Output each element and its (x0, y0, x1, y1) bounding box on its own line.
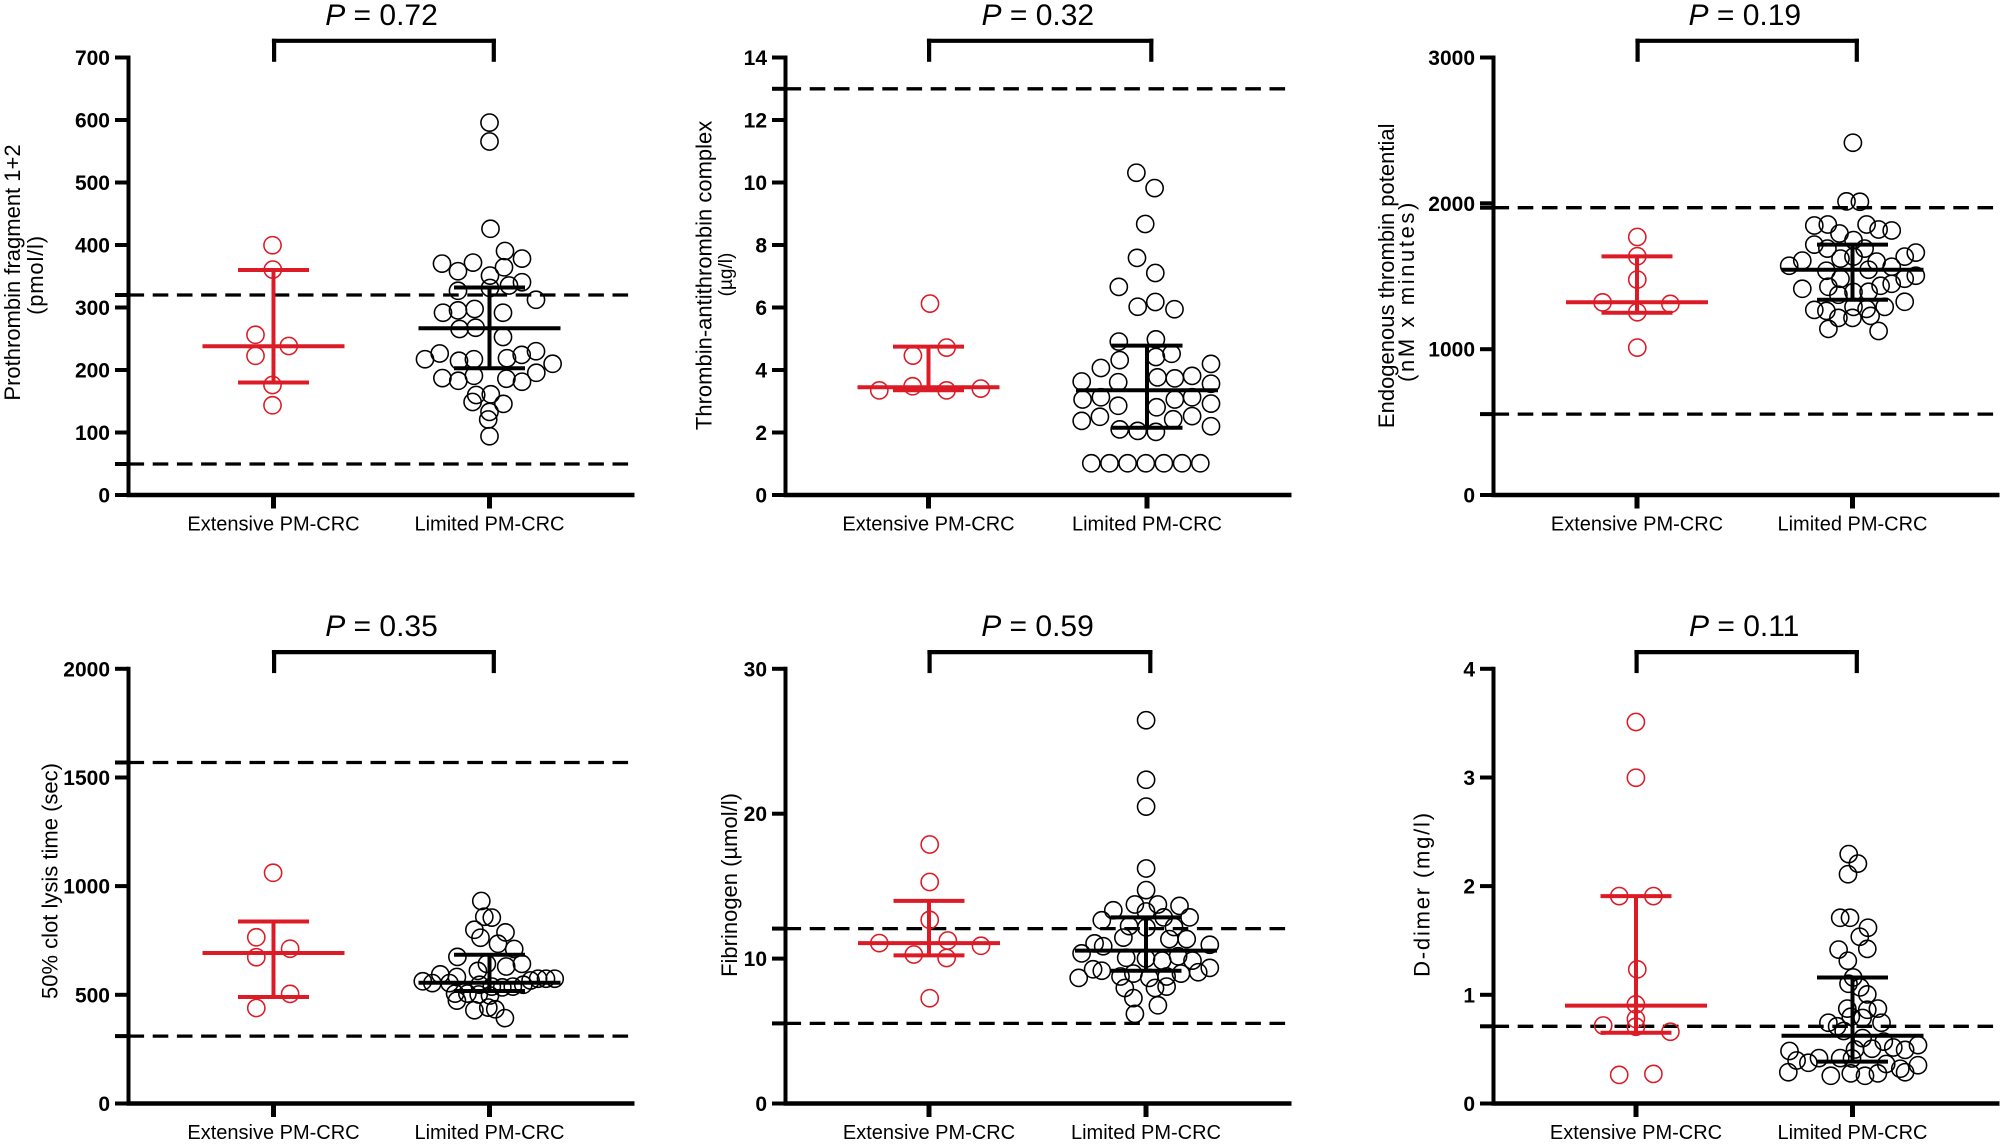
svg-text:1500: 1500 (63, 767, 110, 790)
svg-text:Limited PM-CRC: Limited PM-CRC (1072, 514, 1222, 536)
svg-text:700: 700 (75, 47, 110, 70)
svg-text:P = 0.72: P = 0.72 (325, 0, 438, 32)
svg-text:Extensive PM-CRC: Extensive PM-CRC (1551, 514, 1723, 536)
svg-text:Limited PM-CRC: Limited PM-CRC (1777, 1122, 1927, 1144)
svg-text:200: 200 (75, 360, 110, 383)
svg-text:14: 14 (744, 47, 768, 70)
svg-text:1000: 1000 (63, 876, 110, 899)
svg-text:P = 0.11: P = 0.11 (1689, 610, 1799, 643)
svg-text:0: 0 (755, 1093, 767, 1116)
svg-text:Extensive PM-CRC: Extensive PM-CRC (843, 1122, 1015, 1144)
svg-text:2: 2 (1463, 876, 1475, 899)
svg-text:(nM x minutes): (nM x minutes) (1394, 200, 1419, 382)
svg-text:3: 3 (1463, 767, 1475, 790)
svg-text:12: 12 (744, 110, 767, 133)
svg-text:8: 8 (755, 235, 767, 258)
svg-text:2000: 2000 (63, 658, 110, 681)
svg-text:Fibrinogen (µmol/l): Fibrinogen (µmol/l) (717, 793, 742, 977)
svg-text:0: 0 (98, 485, 110, 508)
svg-text:3000: 3000 (1428, 47, 1475, 70)
svg-text:600: 600 (75, 110, 110, 133)
svg-text:500: 500 (75, 984, 110, 1007)
svg-text:500: 500 (75, 172, 110, 195)
svg-text:0: 0 (1463, 485, 1475, 508)
svg-text:Endogenous thrombin potential: Endogenous thrombin potential (1374, 124, 1399, 429)
svg-text:6: 6 (755, 297, 767, 320)
svg-text:4: 4 (755, 360, 767, 383)
svg-text:Limited PM-CRC: Limited PM-CRC (1071, 1122, 1221, 1144)
svg-text:Prothrombin fragment 1+2: Prothrombin fragment 1+2 (0, 144, 25, 400)
svg-text:4: 4 (1463, 658, 1475, 681)
svg-text:300: 300 (75, 297, 110, 320)
svg-text:10: 10 (744, 172, 767, 195)
svg-text:P = 0.19: P = 0.19 (1689, 0, 1802, 32)
svg-text:(pmol/l): (pmol/l) (23, 235, 48, 315)
svg-text:P = 0.32: P = 0.32 (982, 0, 1095, 32)
svg-text:20: 20 (744, 803, 767, 826)
svg-text:400: 400 (75, 235, 110, 258)
svg-text:2: 2 (755, 422, 767, 445)
svg-text:Extensive PM-CRC: Extensive PM-CRC (187, 1122, 359, 1144)
svg-text:Limited PM-CRC: Limited PM-CRC (414, 1122, 564, 1144)
svg-text:30: 30 (744, 658, 767, 681)
svg-text:0: 0 (755, 485, 767, 508)
svg-text:100: 100 (75, 422, 110, 445)
svg-text:50% clot lysis time (sec): 50% clot lysis time (sec) (38, 763, 63, 999)
svg-text:Extensive PM-CRC: Extensive PM-CRC (1550, 1122, 1722, 1144)
svg-text:Extensive PM-CRC: Extensive PM-CRC (187, 514, 359, 536)
svg-text:Limited PM-CRC: Limited PM-CRC (414, 514, 564, 536)
svg-text:(µg/l): (µg/l) (716, 253, 737, 297)
svg-text:0: 0 (98, 1093, 110, 1116)
svg-text:Extensive PM-CRC: Extensive PM-CRC (842, 514, 1014, 536)
svg-text:1: 1 (1463, 984, 1475, 1007)
svg-text:10: 10 (744, 948, 767, 971)
svg-text:1000: 1000 (1428, 339, 1475, 362)
svg-text:Thrombin-antithrombin complex: Thrombin-antithrombin complex (692, 121, 717, 430)
svg-text:Limited PM-CRC: Limited PM-CRC (1777, 514, 1927, 536)
svg-text:D-dimer (mg/l): D-dimer (mg/l) (1410, 811, 1435, 977)
svg-text:0: 0 (1463, 1093, 1475, 1116)
svg-text:2000: 2000 (1428, 193, 1475, 216)
svg-text:P = 0.59: P = 0.59 (981, 610, 1094, 643)
svg-text:P = 0.35: P = 0.35 (325, 610, 438, 643)
